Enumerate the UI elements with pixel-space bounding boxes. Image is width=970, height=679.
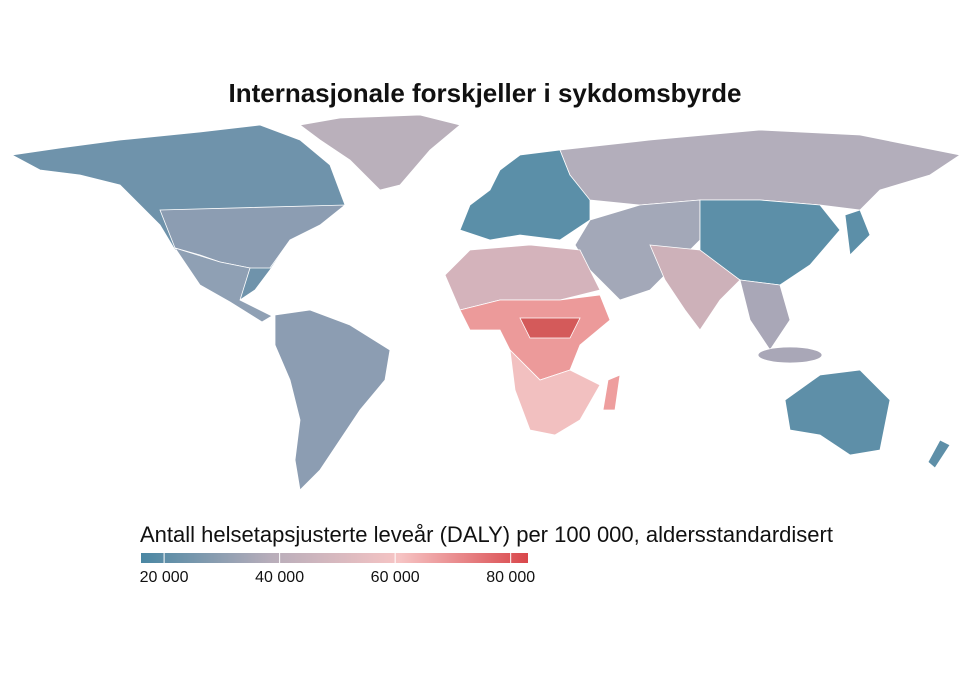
new-zealand (927, 439, 951, 469)
colorbar-tick-label: 80 000 (486, 569, 535, 586)
australia (784, 369, 891, 456)
japan (844, 209, 871, 256)
russia (559, 129, 962, 211)
map-title: Internasjonale forskjeller i sykdomsbyrd… (229, 78, 742, 108)
colorbar-tick-label: 40 000 (255, 569, 304, 586)
colorbar (141, 553, 528, 563)
southern-africa (509, 348, 601, 436)
colorbar-title: Antall helsetapsjusterte leveår (DALY) p… (140, 522, 833, 547)
world-map (10, 114, 962, 491)
india (649, 244, 741, 331)
colorbar-tick-label: 60 000 (371, 569, 420, 586)
southeast-asia (739, 279, 791, 351)
greenland (299, 114, 461, 191)
indonesia (757, 346, 823, 364)
madagascar (602, 374, 621, 411)
south-america (274, 309, 391, 491)
colorbar-tick-label: 20 000 (140, 569, 189, 586)
central-america (174, 247, 273, 323)
central-african-republic (519, 317, 581, 339)
